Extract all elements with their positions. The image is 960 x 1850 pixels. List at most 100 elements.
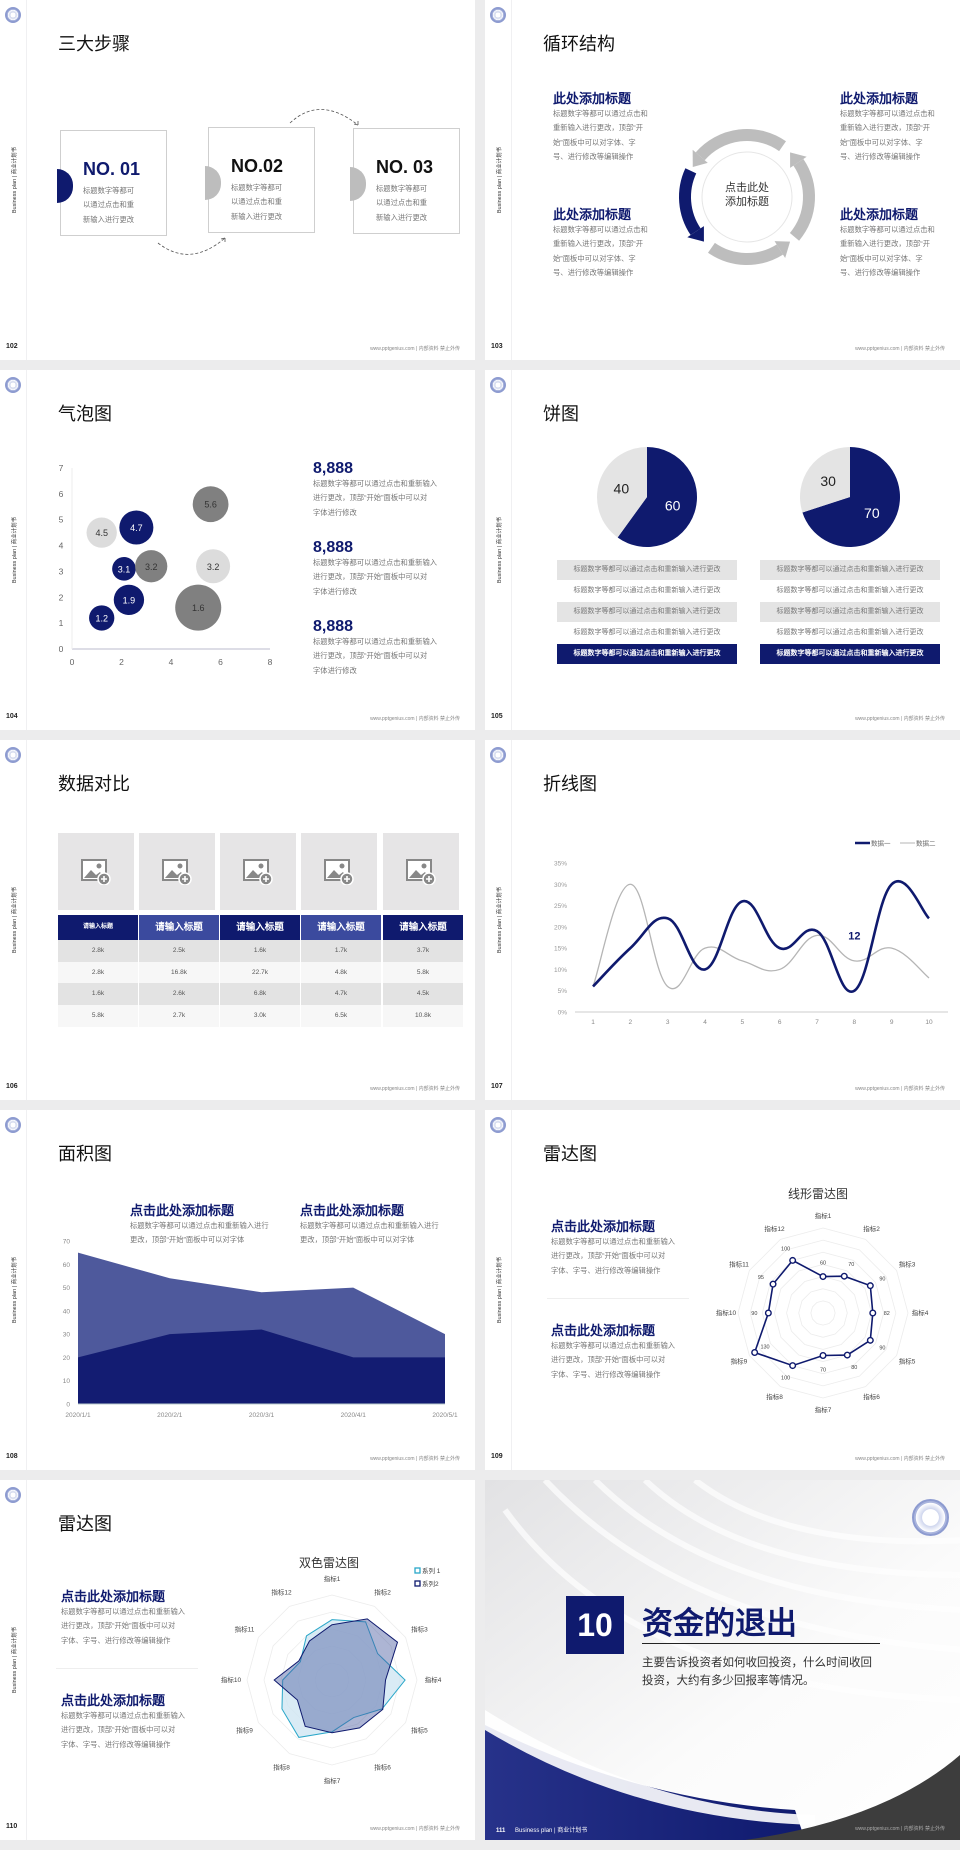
radar-grid-ring <box>749 1239 897 1387</box>
block-heading[interactable]: 点击此处添加标题 <box>61 1693 166 1708</box>
list-row[interactable]: 标题数字等都可以通过点击和重新输入进行更改 <box>760 560 940 580</box>
block-heading[interactable]: 此处添加标题 <box>553 91 632 106</box>
add-image-icon[interactable] <box>162 859 192 885</box>
image-placeholder[interactable] <box>301 833 377 910</box>
radar-data-point[interactable] <box>819 1351 827 1359</box>
pie-slice[interactable] <box>800 447 850 513</box>
step-number: NO. 01 <box>83 159 141 179</box>
slide-108[interactable]: 面积图 0 10 20 30 40 50 60 70 2020/1/1 2020/2/1 2020/… <box>0 1110 475 1470</box>
radar-series-area[interactable] <box>281 1619 406 1738</box>
block-heading[interactable]: 点击此处添加标题 <box>61 1589 166 1604</box>
radar-data-point[interactable] <box>751 1348 759 1356</box>
body-text-line: 号、进行修改等编辑操作 <box>553 267 634 277</box>
series-line[interactable] <box>592 883 930 990</box>
list-row[interactable]: 标题数字等都可以通过点击和重新输入进行更改 <box>760 581 940 601</box>
bubble[interactable] <box>112 557 136 581</box>
bubble[interactable] <box>113 584 145 616</box>
pie-slice[interactable] <box>617 447 697 547</box>
add-image-icon[interactable] <box>81 859 111 885</box>
slide-107[interactable]: 折线图 0% 5% 10% 15% 20% 25% 30% 35% 1 2 3 4 5 6 7 8 9 10 12 数… <box>485 740 960 1100</box>
slide-103[interactable]: 循环结构 点击此处 添加标题 此处添加标题 标题数字等都可以通过点击和 重新输入进行… <box>485 0 960 360</box>
dashed-connector-arrows <box>157 109 359 255</box>
radar-series-area[interactable] <box>273 1618 399 1734</box>
radar-chart-line: 指标1 指标2 指标3 指标4 指标5 指标6 指标7 指标8 指标9 指标10 指标11 指标12 6… <box>716 1187 929 1414</box>
table-cell: 2.8k <box>58 940 139 962</box>
image-placeholder[interactable] <box>58 833 134 910</box>
table-header-cell[interactable]: 请输入标题 <box>58 915 139 940</box>
step-card[interactable]: NO. 01 标题数字等都可 以通过点击和重 新输入进行更改 <box>57 130 167 236</box>
radar-data-point[interactable] <box>789 1256 797 1264</box>
bubble[interactable] <box>135 550 168 583</box>
list-row[interactable]: 标题数字等都可以通过点击和重新输入进行更改 <box>557 644 737 664</box>
list-row[interactable]: 标题数字等都可以通过点击和重新输入进行更改 <box>557 623 737 643</box>
slide-109[interactable]: 雷达图 指标1 指标2 指标3 指标4 指标5 指标6 指标7 指标8 指标9 指标10 指标11 指… <box>485 1110 960 1470</box>
bubble[interactable] <box>196 549 231 584</box>
radar-axis-label: 指标4 <box>912 1308 929 1317</box>
add-image-icon[interactable] <box>406 859 436 885</box>
bubble[interactable] <box>175 584 222 631</box>
pie-slice[interactable] <box>597 447 647 538</box>
radar-data-point[interactable] <box>789 1362 797 1370</box>
slide-102[interactable]: 三大步骤 NO. 01 标题数字等都可 以通过点击和重 新输入进行更改 NO.02 标题数… <box>0 0 475 360</box>
add-image-icon[interactable] <box>243 859 273 885</box>
slide-106[interactable]: 数据对比 请输入标题 请输入标题 请输入标题 请输入标题 请输入标题 2.8k 2.5k 1.… <box>0 740 475 1100</box>
block-heading[interactable]: 点击此处添加标题 <box>130 1203 235 1218</box>
list-row[interactable]: 标题数字等都可以通过点击和重新输入进行更改 <box>760 644 940 664</box>
center-title-line[interactable]: 点击此处 <box>725 182 769 194</box>
side-strip-divider <box>26 740 27 1100</box>
slide-104[interactable]: 气泡图 0 2 4 6 8 0 1 2 3 4 5 6 7 1.2 1.9 3.1 4.5 4.7 3.2 5.6 3.… <box>0 370 475 730</box>
tick-label: 60 <box>63 1262 71 1269</box>
list-row[interactable]: 标题数字等都可以通过点击和重新输入进行更改 <box>557 581 737 601</box>
table-header-cell[interactable]: 请输入标题 <box>383 915 464 940</box>
step-description-line: 标题数字等都可 <box>376 184 428 193</box>
list-row[interactable]: 标题数字等都可以通过点击和重新输入进行更改 <box>760 623 940 643</box>
list-row[interactable]: 标题数字等都可以通过点击和重新输入进行更改 <box>557 560 737 580</box>
radar-data-point[interactable] <box>869 1309 877 1317</box>
area-series[interactable] <box>78 1329 445 1404</box>
body-text-line: 字体、字号、进行修改等编辑操作 <box>551 1265 661 1275</box>
step-card[interactable]: NO. 03 标题数字等都可 以通过点击和重 新输入进行更改 <box>350 128 460 234</box>
block-heading[interactable]: 点击此处添加标题 <box>551 1219 656 1234</box>
radar-data-point[interactable] <box>764 1309 772 1317</box>
block-heading[interactable]: 此处添加标题 <box>840 91 919 106</box>
block-heading[interactable]: 此处添加标题 <box>840 207 919 222</box>
table-header-cell[interactable]: 请输入标题 <box>220 915 301 940</box>
bubble[interactable] <box>89 605 115 631</box>
slide-110[interactable]: 雷达图 指标1 指标2 指标3 指标4 指标5 指标6 指标7 指标8 指标9 指标10 指标11 指… <box>0 1480 475 1840</box>
pie-slice[interactable] <box>802 447 900 547</box>
slide-111-section-cover[interactable]: 10 资金的退出 主要告诉投资者如何收回投资，什么时间收回 投资，大约有多少回报… <box>485 1480 960 1840</box>
image-placeholder[interactable] <box>220 833 296 910</box>
image-placeholder[interactable] <box>139 833 215 910</box>
body-text-line: 字体、字号、进行修改等编辑操作 <box>61 1635 171 1645</box>
list-row[interactable]: 标题数字等都可以通过点击和重新输入进行更改 <box>557 602 737 622</box>
step-card[interactable]: NO.02 标题数字等都可 以通过点击和重 新输入进行更改 <box>205 127 315 233</box>
radar-data-point[interactable] <box>769 1280 777 1288</box>
block-heading[interactable]: 点击此处添加标题 <box>300 1203 405 1218</box>
list-row[interactable]: 标题数字等都可以通过点击和重新输入进行更改 <box>760 602 940 622</box>
radar-axis-label: 指标5 <box>899 1357 916 1366</box>
bubble[interactable] <box>192 486 229 523</box>
slide-105[interactable]: 饼图 60 40 70 30 标题数字等都可以通过点击和重新输入进行更改 标题数字等都可… <box>485 370 960 730</box>
radar-value-label: 90 <box>879 1345 885 1351</box>
radar-value-label: 100 <box>781 1246 790 1252</box>
body-text-line: 更改，顶部“开始”面板中可以对字体 <box>300 1235 415 1245</box>
radar-data-point[interactable] <box>866 1336 874 1344</box>
table-header-cell[interactable]: 请输入标题 <box>139 915 220 940</box>
footer-text: www.pptgenius.com | 内部资料 禁止外传 <box>855 346 945 352</box>
bubble[interactable] <box>119 510 154 545</box>
bubble[interactable] <box>86 517 117 548</box>
radar-data-point[interactable] <box>840 1272 848 1280</box>
side-label: Business plan | 商业计划书 <box>497 886 503 954</box>
block-heading[interactable]: 此处添加标题 <box>553 207 632 222</box>
table-header-cell[interactable]: 请输入标题 <box>301 915 382 940</box>
tick-label: 0% <box>558 1010 568 1017</box>
image-placeholder[interactable] <box>383 833 459 910</box>
radar-series-line[interactable] <box>753 1259 874 1367</box>
series-line[interactable] <box>592 880 930 993</box>
radar-data-point[interactable] <box>819 1273 827 1281</box>
block-heading[interactable]: 点击此处添加标题 <box>551 1323 656 1338</box>
add-image-icon[interactable] <box>324 859 354 885</box>
center-title-line[interactable]: 添加标题 <box>725 196 769 208</box>
radar-data-point[interactable] <box>843 1351 851 1359</box>
radar-data-point[interactable] <box>866 1282 874 1290</box>
